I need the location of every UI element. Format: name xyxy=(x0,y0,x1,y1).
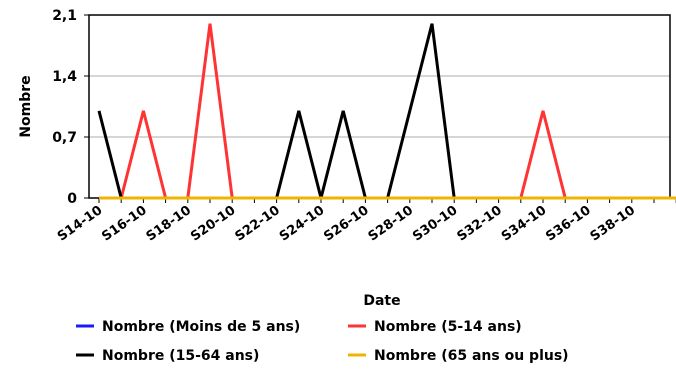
x-tick-label: S30-10 xyxy=(410,203,460,245)
y-tick-label: 1,4 xyxy=(52,69,77,85)
series-lines xyxy=(97,23,676,200)
x-tick-label: S24-10 xyxy=(277,203,327,245)
series-2 xyxy=(97,23,676,200)
legend: Nombre (Moins de 5 ans) Nombre (5-14 ans)… xyxy=(76,319,569,364)
legend-item: Nombre (65 ans ou plus) xyxy=(348,348,569,364)
y-tick-label: 0 xyxy=(67,191,77,207)
x-tick-label: S26-10 xyxy=(321,203,371,245)
y-tick-label: 2,1 xyxy=(52,8,77,24)
x-tick-label: S34-10 xyxy=(499,203,549,245)
plot-area xyxy=(88,14,671,199)
legend-item: Nombre (Moins de 5 ans) xyxy=(76,319,300,335)
legend-item: Nombre (15-64 ans) xyxy=(76,348,259,364)
x-tick-label: S22-10 xyxy=(233,203,283,245)
y-axis-label: Nombre xyxy=(18,75,34,137)
series-line xyxy=(97,23,676,200)
grid-lines xyxy=(89,75,670,138)
x-tick-label: S32-10 xyxy=(455,203,505,245)
x-tick-label: S20-10 xyxy=(188,203,238,245)
x-tick-label: S38-10 xyxy=(588,203,638,245)
x-axis-ticks: S14-10S16-10S18-10S20-10S22-10S24-10S26-… xyxy=(55,198,676,245)
legend-label: Nombre (Moins de 5 ans) xyxy=(102,319,300,335)
series-1 xyxy=(99,23,676,200)
legend-item: Nombre (5-14 ans) xyxy=(348,319,522,335)
x-tick-label: S14-10 xyxy=(55,203,105,245)
x-tick-label: S28-10 xyxy=(366,203,416,245)
legend-label: Nombre (15-64 ans) xyxy=(102,348,259,364)
y-axis-ticks: 0 0,7 1,4 2,1 xyxy=(52,8,89,207)
legend-label: Nombre (65 ans ou plus) xyxy=(374,348,569,364)
series-line xyxy=(99,23,676,200)
legend-label: Nombre (5-14 ans) xyxy=(374,319,522,335)
x-tick-label: S36-10 xyxy=(543,203,593,245)
x-tick-label: S16-10 xyxy=(99,203,149,245)
y-tick-label: 0,7 xyxy=(52,130,77,146)
x-axis-label: Date xyxy=(363,293,400,309)
x-tick-label: S18-10 xyxy=(144,203,194,245)
